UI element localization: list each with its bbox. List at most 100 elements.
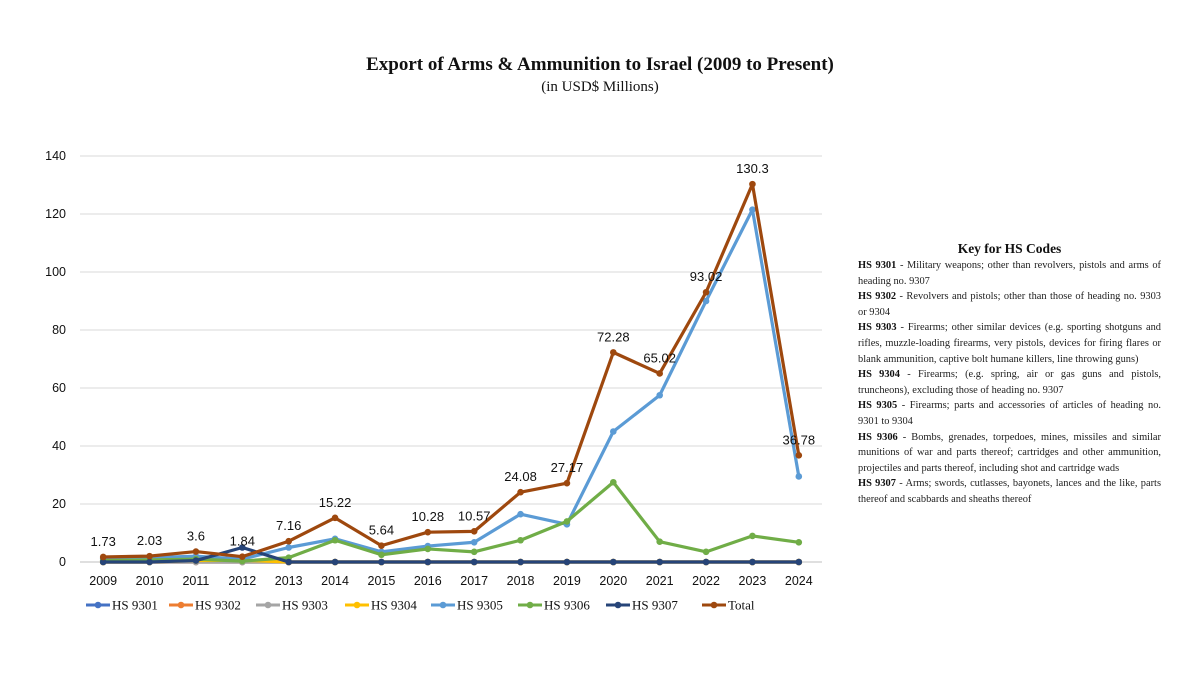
data-labels: 1.73 2.03 3.6 1.84 7.16 15.22 5.64 10.28 10.57 24… <box>91 161 816 549</box>
data-label: 130.3 <box>736 161 769 176</box>
data-label: 36.78 <box>783 432 816 447</box>
key-item: HS 9301 - Military weapons; other than r… <box>858 258 1161 289</box>
series-line-total <box>101 182 801 559</box>
data-point-hs-9306 <box>470 548 478 556</box>
x-tick-label: 2015 <box>368 574 396 588</box>
x-tick-label: 2019 <box>553 574 581 588</box>
x-tick-label: 2010 <box>136 574 164 588</box>
gridlines <box>80 155 822 563</box>
legend-item: HS 9304 <box>345 598 417 613</box>
data-label: 15.22 <box>319 495 352 510</box>
data-point-hs-9305 <box>749 206 756 213</box>
data-point-total <box>517 488 524 496</box>
legend-label: HS 9304 <box>371 598 417 613</box>
legend-label: HS 9303 <box>282 598 328 613</box>
key-code: HS 9302 <box>858 291 897 303</box>
data-point-hs-9306 <box>610 478 617 486</box>
data-label: 1.73 <box>91 534 116 549</box>
y-tick-label: 100 <box>45 265 66 279</box>
data-point-hs-9307 <box>192 557 200 564</box>
x-axis-ticks: 2009 2010 2011 2012 2013 2014 2015 2016 2017 2018… <box>89 574 812 588</box>
data-point-hs-9305 <box>517 510 524 518</box>
key-item: HS 9303 - Firearms; other similar device… <box>858 320 1161 367</box>
key-code: HS 9307 <box>858 478 896 490</box>
key-description: - Military weapons; other than revolvers… <box>858 260 1161 287</box>
data-label: 93.02 <box>690 269 723 284</box>
data-point-total <box>749 180 756 188</box>
key-code: HS 9304 <box>858 369 900 381</box>
x-tick-label: 2016 <box>414 574 442 588</box>
data-point-total <box>99 553 107 561</box>
series-total <box>99 180 803 561</box>
data-point-hs-9305 <box>702 297 710 305</box>
data-point-hs-9307 <box>239 544 246 551</box>
y-tick-label: 60 <box>52 381 66 395</box>
legend-label: HS 9305 <box>457 598 503 613</box>
data-point-hs-9307 <box>146 558 153 566</box>
series-hs-9305 <box>99 206 803 563</box>
x-tick-label: 2022 <box>692 574 720 588</box>
data-point-hs-9307 <box>285 558 292 566</box>
data-point-hs-9307 <box>795 558 803 566</box>
data-point-hs-9307 <box>656 558 663 566</box>
legend-marker <box>439 601 447 609</box>
data-point-total <box>610 349 617 356</box>
series-lines <box>99 180 803 566</box>
series-line-hs-9306 <box>101 480 801 563</box>
legend-item: HS 9301 <box>86 598 158 613</box>
data-point-hs-9306 <box>563 518 571 525</box>
legend-marker <box>177 601 185 609</box>
data-point-hs-9307 <box>378 558 385 566</box>
hs-code-key: Key for HS Codes HS 9301 - Military weap… <box>858 241 1161 508</box>
legend-label: HS 9302 <box>195 598 241 613</box>
y-tick-label: 0 <box>59 555 66 569</box>
y-tick-label: 40 <box>52 439 66 453</box>
x-tick-label: 2020 <box>599 574 627 588</box>
key-title: Key for HS Codes <box>957 241 1062 256</box>
data-label: 10.57 <box>458 508 491 523</box>
data-point-hs-9305 <box>610 428 617 435</box>
data-label: 5.64 <box>369 523 394 538</box>
legend-label: HS 9301 <box>112 598 158 613</box>
data-point-hs-9306 <box>795 538 803 546</box>
data-point-hs-9307 <box>331 558 339 566</box>
legend-label: HS 9306 <box>544 598 590 613</box>
x-tick-label: 2012 <box>228 574 256 588</box>
data-label: 24.08 <box>504 469 537 484</box>
data-point-hs-9307 <box>749 558 756 566</box>
data-point-hs-9307 <box>424 558 432 566</box>
data-point-hs-9307 <box>702 558 710 566</box>
x-tick-label: 2018 <box>507 574 535 588</box>
legend-marker <box>710 601 718 609</box>
data-label: 65.02 <box>643 350 676 365</box>
data-label: 72.28 <box>597 329 630 344</box>
y-axis-ticks: 0 20 40 60 80 100 120 140 <box>45 149 66 569</box>
key-code: HS 9305 <box>858 400 898 412</box>
data-point-total <box>146 552 153 560</box>
chart-subtitle: (in USD$ Millions) <box>541 79 659 95</box>
key-description: - Firearms; (e.g. spring, air or gas gun… <box>858 369 1161 396</box>
key-code: HS 9303 <box>858 322 897 334</box>
data-point-hs-9306 <box>656 538 663 545</box>
data-point-hs-9306 <box>749 532 756 540</box>
key-code: HS 9301 <box>858 260 897 271</box>
key-item: HS 9307 - Arms; swords, cutlasses, bayon… <box>858 476 1161 507</box>
key-item: HS 9305 - Firearms; parts and accessorie… <box>858 398 1161 429</box>
x-tick-label: 2023 <box>739 574 767 588</box>
legend: HS 9301 HS 9302 HS 9303 HS 9304 HS 9305 HS 93… <box>86 598 755 613</box>
key-item: HS 9306 - Bombs, grenades, torpedoes, mi… <box>858 430 1161 477</box>
legend-item: HS 9303 <box>256 598 328 613</box>
data-point-total <box>378 542 385 549</box>
data-label: 10.28 <box>412 509 445 524</box>
legend-item: HS 9305 <box>431 598 503 613</box>
chart-title: Export of Arms & Ammunition to Israel (2… <box>366 54 834 75</box>
x-tick-label: 2017 <box>460 574 488 588</box>
key-items: HS 9301 - Military weapons; other than r… <box>858 258 1161 508</box>
series-line-hs-9305 <box>101 208 801 561</box>
x-tick-label: 2014 <box>321 574 349 588</box>
data-point-total <box>563 479 571 487</box>
data-point-hs-9307 <box>563 558 571 566</box>
key-description: - Revolvers and pistols; other than thos… <box>858 291 1161 318</box>
key-item: HS 9302 - Revolvers and pistols; other t… <box>858 289 1161 320</box>
